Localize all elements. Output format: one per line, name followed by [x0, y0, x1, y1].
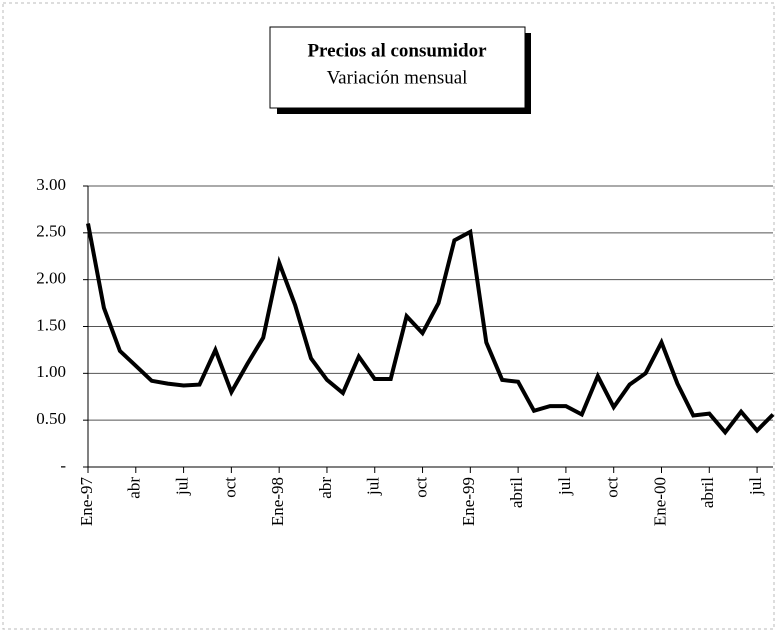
y-tick-label: - [60, 456, 66, 475]
chart-title: Precios al consumidor [307, 40, 487, 61]
x-tick-label: jul [172, 477, 191, 496]
y-tick-label: 1.50 [36, 315, 66, 334]
x-tick-label: jul [555, 477, 574, 496]
y-tick-label: 3.00 [36, 175, 66, 194]
title-box [269, 26, 526, 109]
x-tick-label: abril [698, 477, 717, 508]
y-tick-label: 2.50 [36, 222, 66, 241]
x-tick-label: Ene-00 [650, 477, 669, 526]
x-tick-label: oct [411, 477, 430, 498]
x-tick-label: jul [746, 477, 765, 496]
x-tick-label: jul [364, 477, 383, 496]
y-tick-label: 0.50 [36, 409, 66, 428]
data-line [86, 223, 775, 436]
x-tick-label: Ene-99 [459, 477, 478, 526]
x-tick-label: abr [125, 477, 144, 499]
x-tick-label: oct [220, 477, 239, 498]
y-tick-label: 1.00 [36, 362, 66, 381]
x-tick-label: abril [507, 477, 526, 508]
x-tick-label: Ene-98 [268, 477, 287, 526]
x-tick-label: abr [316, 477, 335, 499]
y-tick-label: 2.00 [36, 269, 66, 288]
x-tick-label: oct [603, 477, 622, 498]
chart-subtitle: Variación mensual [327, 67, 468, 88]
x-tick-label: Ene-97 [77, 477, 96, 527]
